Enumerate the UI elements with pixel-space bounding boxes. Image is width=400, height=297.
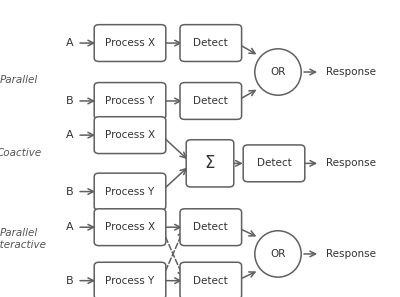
Text: A: A — [66, 222, 74, 232]
Text: Response: Response — [326, 249, 376, 259]
FancyBboxPatch shape — [94, 262, 166, 297]
Text: Detect: Detect — [194, 96, 228, 106]
Text: Detect: Detect — [194, 222, 228, 232]
FancyBboxPatch shape — [94, 83, 166, 119]
Text: Process X: Process X — [105, 130, 155, 140]
Text: A: A — [66, 38, 74, 48]
FancyBboxPatch shape — [94, 25, 166, 61]
Text: Parallel: Parallel — [0, 75, 38, 85]
Text: B: B — [66, 276, 74, 286]
Text: A: A — [66, 130, 74, 140]
Text: $\Sigma$: $\Sigma$ — [204, 154, 216, 172]
FancyBboxPatch shape — [94, 117, 166, 154]
FancyBboxPatch shape — [243, 145, 305, 182]
FancyBboxPatch shape — [94, 173, 166, 210]
Text: Process Y: Process Y — [105, 187, 155, 197]
Text: OR: OR — [270, 249, 286, 259]
FancyBboxPatch shape — [180, 262, 242, 297]
Text: Process Y: Process Y — [105, 276, 155, 286]
Text: OR: OR — [270, 67, 286, 77]
Ellipse shape — [255, 49, 301, 95]
Text: Detect: Detect — [194, 276, 228, 286]
FancyBboxPatch shape — [180, 83, 242, 119]
FancyBboxPatch shape — [180, 209, 242, 246]
FancyBboxPatch shape — [94, 209, 166, 246]
Ellipse shape — [255, 231, 301, 277]
Text: B: B — [66, 96, 74, 106]
Text: B: B — [66, 187, 74, 197]
Text: Detect: Detect — [257, 158, 291, 168]
FancyBboxPatch shape — [180, 25, 242, 61]
Text: Coactive: Coactive — [0, 148, 42, 158]
Text: Response: Response — [326, 67, 376, 77]
Text: Process X: Process X — [105, 38, 155, 48]
Text: Detect: Detect — [194, 38, 228, 48]
Text: Response: Response — [326, 158, 376, 168]
Text: Process X: Process X — [105, 222, 155, 232]
Text: Process Y: Process Y — [105, 96, 155, 106]
Text: Parallel
Interactive: Parallel Interactive — [0, 228, 47, 250]
FancyBboxPatch shape — [186, 140, 234, 187]
